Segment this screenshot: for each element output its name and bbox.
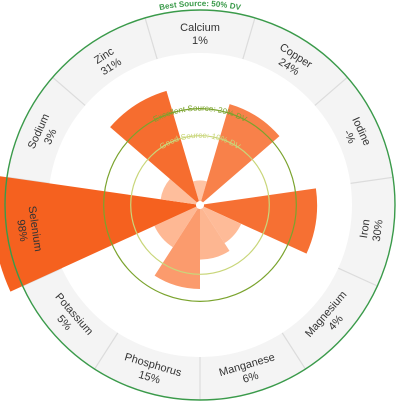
- category-label-calcium: Calcium: [180, 22, 220, 34]
- divider-1: [242, 17, 256, 60]
- ring-50: [4, 9, 396, 401]
- ring-10: [130, 135, 270, 275]
- divider-2: [314, 76, 348, 106]
- bar-selenium[interactable]: [0, 175, 197, 292]
- bars-layer: [0, 90, 318, 292]
- divider-4: [338, 267, 378, 287]
- value-label-iron: 30%: [371, 219, 386, 243]
- bar-zinc[interactable]: [110, 90, 199, 203]
- divider-0: [144, 17, 158, 60]
- value-label-calcium: 1%: [192, 35, 208, 47]
- divider-10: [52, 76, 86, 106]
- bar-potassium[interactable]: [154, 206, 198, 248]
- bar-copper[interactable]: [201, 104, 280, 203]
- ring-20: [103, 108, 297, 302]
- bar-magnesium[interactable]: [202, 206, 242, 244]
- value-label-selenium: 98%: [14, 219, 29, 243]
- divider-7: [94, 332, 119, 370]
- bar-iron[interactable]: [203, 188, 318, 254]
- divider-5: [281, 332, 306, 370]
- category-label-iron: Iron: [358, 219, 373, 239]
- bar-sodium[interactable]: [160, 178, 197, 205]
- bar-calcium[interactable]: [193, 180, 207, 202]
- divider-3: [350, 176, 394, 184]
- bar-manganese[interactable]: [200, 208, 230, 260]
- value-label-iodine: -%: [341, 128, 358, 145]
- bar-phosphorus[interactable]: [154, 208, 200, 289]
- value-label-manganese: 6%: [241, 370, 260, 386]
